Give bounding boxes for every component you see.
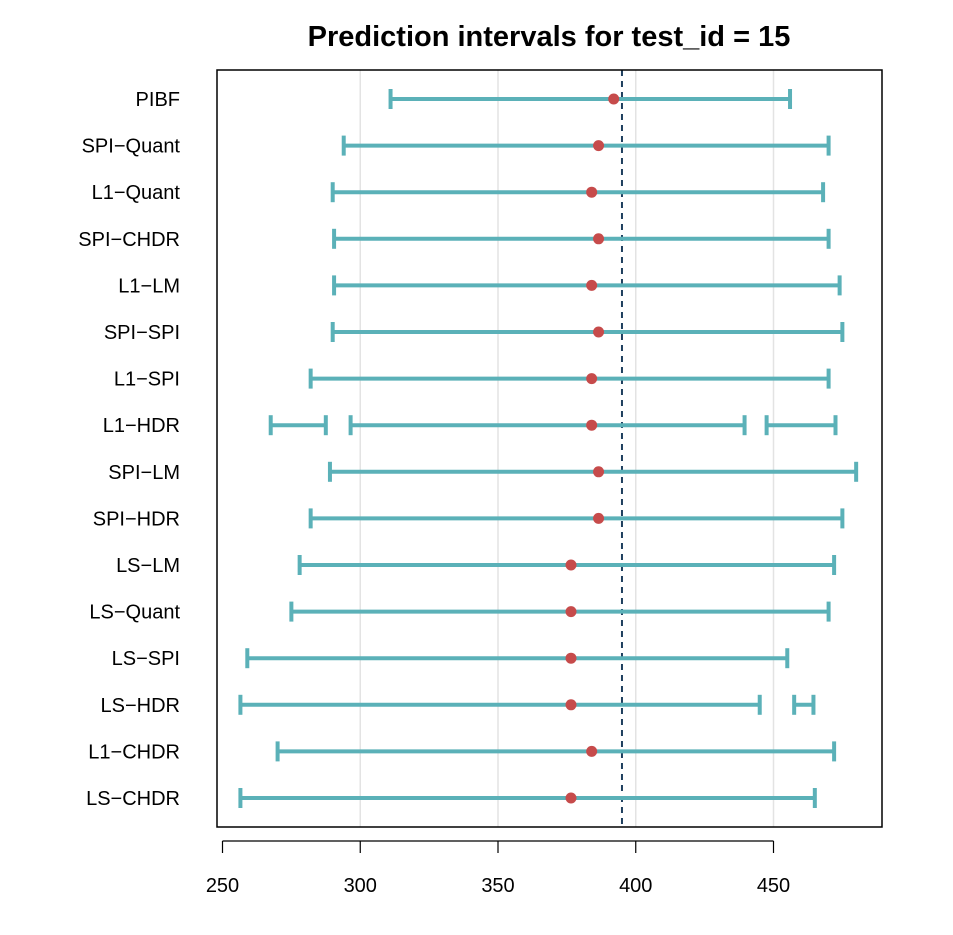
category-label: LS−LM <box>116 555 180 577</box>
interval-row <box>308 508 845 529</box>
point-estimate <box>565 559 577 571</box>
category-label: LS−Quant <box>89 602 180 624</box>
point-estimate <box>608 93 620 105</box>
x-axis: 250 300 350 400 450 <box>206 840 790 897</box>
category-label: SPI−Quant <box>82 136 181 158</box>
interval-row <box>268 415 838 436</box>
x-tick-label: 450 <box>757 875 790 897</box>
interval-row <box>245 648 790 669</box>
point-estimate <box>565 606 577 618</box>
category-label: L1−HDR <box>103 415 180 437</box>
category-label: SPI−CHDR <box>78 229 180 251</box>
x-tick-label: 400 <box>619 875 652 897</box>
interval-row <box>327 461 859 482</box>
category-labels: PIBF SPI−Quant L1−Quant SPI−CHDR L1−LM SPI−SP… <box>78 89 180 810</box>
interval-row <box>275 741 837 762</box>
category-label: L1−CHDR <box>88 741 180 763</box>
interval-row <box>332 275 842 296</box>
category-label: L1−SPI <box>114 369 180 391</box>
x-tick-label: 350 <box>481 875 514 897</box>
plot-frame <box>216 69 883 828</box>
point-estimate <box>593 512 605 524</box>
point-estimate <box>593 233 605 245</box>
interval-row <box>332 228 831 249</box>
interval-row <box>238 788 817 808</box>
point-estimate <box>586 745 598 757</box>
interval-row <box>330 322 845 342</box>
x-tick-label: 300 <box>344 875 377 897</box>
category-label: PIBF <box>136 89 180 111</box>
category-label: SPI−SPI <box>104 322 180 344</box>
interval-row <box>297 555 837 575</box>
chart-title: Prediction intervals for test_id = 15 <box>308 21 791 53</box>
category-label: LS−HDR <box>101 695 180 717</box>
interval-series <box>238 89 859 808</box>
point-estimate <box>586 419 598 431</box>
category-label: LS−SPI <box>112 648 180 670</box>
point-estimate <box>593 140 605 152</box>
point-estimate <box>565 792 577 804</box>
point-estimate <box>565 652 577 664</box>
point-estimate <box>593 466 605 478</box>
point-estimate <box>593 326 605 338</box>
grid-lines <box>359 70 775 827</box>
interval-row <box>388 89 793 109</box>
category-label: L1−LM <box>118 275 180 297</box>
interval-row <box>238 694 816 715</box>
category-label: SPI−LM <box>108 462 180 484</box>
interval-row <box>289 601 831 622</box>
x-tick-label: 250 <box>206 875 239 897</box>
category-label: SPI−HDR <box>93 508 180 530</box>
interval-row <box>308 368 831 389</box>
point-estimate <box>586 186 598 198</box>
point-estimate <box>565 699 577 711</box>
interval-row <box>330 182 826 203</box>
category-label: L1−Quant <box>92 182 181 204</box>
point-estimate <box>586 373 598 385</box>
category-label: LS−CHDR <box>86 788 180 810</box>
interval-row <box>341 135 831 156</box>
point-estimate <box>586 279 598 291</box>
